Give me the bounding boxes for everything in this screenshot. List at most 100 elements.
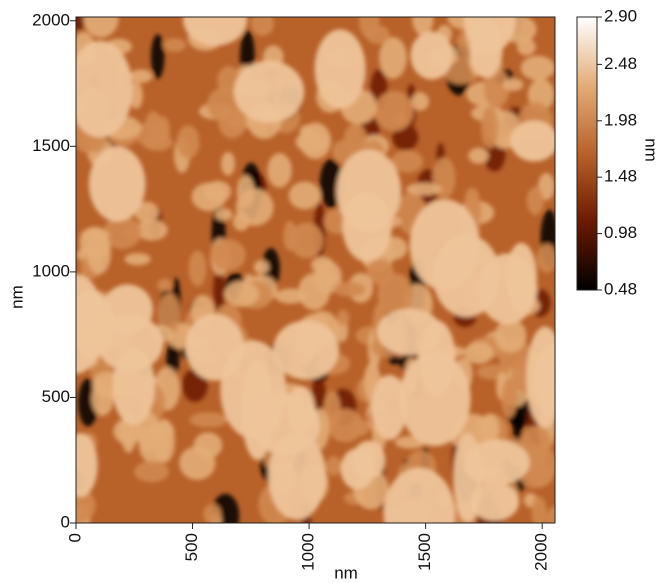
- surface-grain: [137, 411, 160, 452]
- surface-pit: [392, 124, 419, 151]
- surface-grain: [267, 152, 292, 188]
- y-tick-label: 1500: [32, 136, 70, 155]
- surface-plateau: [185, 313, 244, 381]
- colorbar-tick-label: 0.48: [604, 279, 637, 298]
- surface-grain: [325, 456, 342, 476]
- surface-grain: [103, 215, 142, 250]
- colorbar-tick-label: 1.48: [604, 167, 637, 186]
- surface-plateau: [286, 385, 316, 434]
- surface-grain: [316, 271, 337, 286]
- surface-grain: [188, 250, 207, 287]
- surface-plateau: [410, 31, 453, 80]
- surface-grains: [76, 17, 555, 523]
- colorbar-tick-label: 1.98: [604, 110, 637, 129]
- surface-grain: [520, 55, 555, 81]
- surface-plateau: [273, 320, 339, 380]
- surface-grain: [207, 86, 243, 122]
- surface-grain: [113, 418, 145, 445]
- surface-grain: [374, 90, 414, 132]
- surface-plateau: [470, 482, 520, 521]
- colorbar-tick-label: 2.48: [604, 54, 637, 73]
- surface-grain: [406, 182, 442, 196]
- surface-grain: [86, 231, 112, 275]
- surface-plateau: [371, 374, 407, 441]
- x-tick-label: 2000: [532, 533, 551, 571]
- surface-plateau: [352, 440, 386, 480]
- surface-grain: [154, 116, 170, 140]
- surface-grain: [142, 134, 173, 151]
- surface-plateau: [510, 120, 555, 162]
- surface-grain: [494, 318, 527, 353]
- surface-plateau: [241, 359, 274, 460]
- surface-plateau: [342, 191, 392, 262]
- surface-grain: [379, 37, 407, 79]
- surface-grain: [519, 425, 552, 460]
- surface-grain: [221, 151, 236, 176]
- surface-grain: [189, 412, 228, 428]
- surface-grain: [224, 281, 259, 308]
- surface-plateau: [418, 320, 456, 396]
- surface-grain: [193, 432, 223, 459]
- surface-grain: [176, 125, 200, 159]
- surface-grain: [481, 106, 498, 149]
- surface-grain: [215, 208, 233, 221]
- surface-grain: [393, 112, 406, 126]
- surface-grain: [337, 309, 350, 326]
- surface-grain: [289, 222, 324, 259]
- surface-grain: [235, 188, 274, 226]
- surface-grain: [80, 228, 110, 241]
- colorbar-label: nm: [642, 138, 656, 162]
- surface-grain: [295, 131, 328, 153]
- surface-grain: [157, 278, 173, 292]
- x-tick-label: 1000: [299, 533, 318, 571]
- surface-grain: [136, 219, 168, 241]
- surface-grain: [365, 25, 390, 45]
- surface-grain: [327, 408, 364, 443]
- y-tick-label: 2000: [32, 10, 70, 29]
- surface-grain: [250, 17, 275, 36]
- surface-plateau: [183, 17, 248, 46]
- surface-grain: [333, 281, 366, 297]
- plot-frame: [75, 16, 556, 524]
- surface-grain: [83, 17, 119, 38]
- surface-grain: [210, 239, 246, 271]
- surface-grain: [203, 503, 222, 523]
- surface-grain: [129, 81, 143, 109]
- surface-plateau: [233, 60, 305, 123]
- surface-grain: [483, 68, 510, 109]
- surface-plateau: [76, 40, 133, 138]
- surface-grain: [412, 17, 434, 36]
- surface-grain: [531, 496, 547, 523]
- surface-grain: [332, 139, 354, 164]
- colorbar-tick-label: 0.98: [604, 223, 637, 242]
- surface-grain: [162, 38, 186, 53]
- surface-grain: [464, 341, 494, 365]
- surface-plateau: [533, 344, 555, 417]
- surface-grain: [253, 260, 270, 275]
- surface-grain: [288, 181, 321, 210]
- x-tick-label: 0: [65, 533, 84, 542]
- afm-surface: [76, 17, 555, 523]
- surface-plateau: [383, 467, 455, 523]
- surface-pit: [150, 34, 165, 79]
- x-tick-label: 1500: [415, 533, 434, 571]
- surface-plateau: [409, 199, 480, 291]
- surface-plateau: [112, 346, 155, 426]
- surface-grain: [129, 69, 153, 83]
- surface-plateau: [314, 29, 366, 109]
- surface-grain: [91, 381, 114, 416]
- surface-grain: [76, 488, 96, 523]
- y-tick-label: 0: [61, 512, 70, 531]
- surface-grain: [351, 420, 370, 436]
- surface-plateau: [469, 20, 503, 79]
- surface-plateau: [76, 274, 105, 374]
- surface-grain: [526, 186, 544, 215]
- surface-grain: [134, 460, 170, 483]
- surface-grain: [157, 293, 181, 335]
- x-axis-label: nm: [334, 563, 358, 582]
- surface-grain: [411, 92, 430, 111]
- x-tick-label: 500: [182, 533, 201, 561]
- y-tick-label: 500: [42, 387, 70, 406]
- surface-grain: [377, 273, 414, 315]
